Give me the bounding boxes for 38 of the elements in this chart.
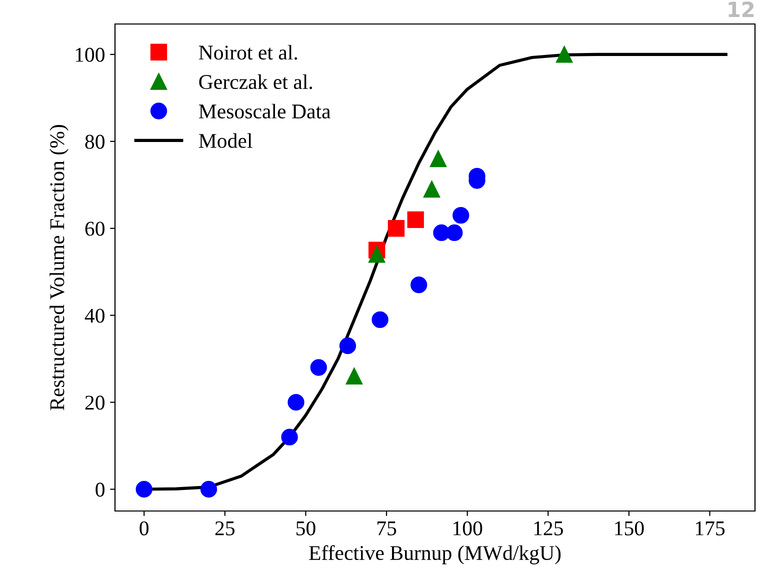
point xyxy=(446,224,463,242)
x-tick-label: 175 xyxy=(696,521,725,536)
point xyxy=(310,359,327,376)
legend-label: Gerczak et al. xyxy=(199,74,312,90)
text: 12 xyxy=(728,2,754,17)
point xyxy=(388,220,405,237)
point xyxy=(368,246,386,263)
y-tick-label: 80 xyxy=(85,134,104,149)
point xyxy=(556,46,573,63)
x-axis-title: Effective Burnup (MWd/kgU) xyxy=(309,545,561,564)
point xyxy=(423,180,440,198)
legend-label: Noirot et al. xyxy=(198,44,298,60)
point xyxy=(288,394,304,411)
y-tick-label: 0 xyxy=(96,482,104,497)
x-tick-label: 100 xyxy=(454,521,482,536)
y-axis-title: Restructured Volume Fraction (%) xyxy=(50,125,68,410)
x-tick-label: 50 xyxy=(296,521,316,536)
y-tick-label: 100 xyxy=(76,48,104,62)
point xyxy=(339,337,356,354)
x-tick-label: 150 xyxy=(615,521,644,536)
x-tick-label: 125 xyxy=(534,521,563,536)
point xyxy=(372,311,388,328)
x-tick-label: 0 xyxy=(140,521,149,536)
x-tick-label: 75 xyxy=(377,522,396,536)
point xyxy=(281,428,298,446)
y-tick-label: 60 xyxy=(85,222,104,236)
legend-label: Model xyxy=(198,133,252,148)
point xyxy=(407,211,424,228)
point xyxy=(410,276,428,294)
point xyxy=(136,480,152,498)
point xyxy=(452,206,470,224)
point xyxy=(430,150,447,168)
y-tick-label: 20 xyxy=(85,396,104,410)
y-tick-label: 40 xyxy=(84,308,104,323)
x-tick-label: 25 xyxy=(215,521,234,536)
point xyxy=(346,368,363,385)
point xyxy=(200,480,218,498)
legend-label: Mesoscale Data xyxy=(198,104,331,118)
